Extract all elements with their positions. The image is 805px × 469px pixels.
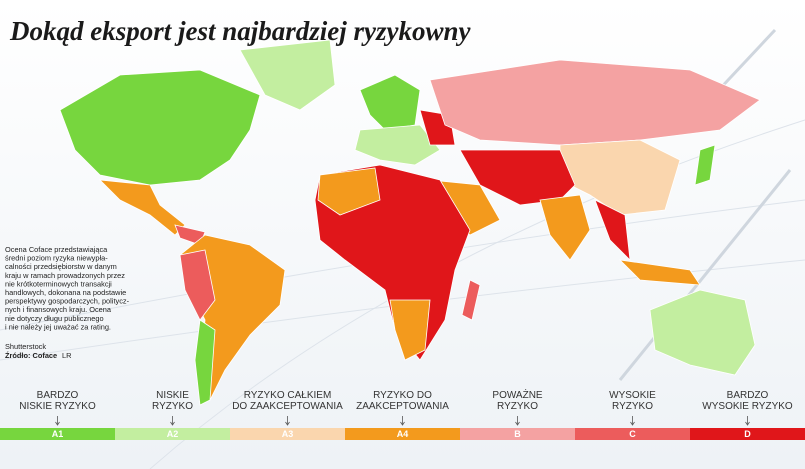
north-america: [59, 69, 261, 186]
description-line: nie dotyczy długu publicznego: [5, 314, 104, 323]
legend-arrow-head: [170, 421, 175, 426]
description-line: calności przedsiębiorstw w danym: [5, 262, 117, 271]
legend-code: A3: [282, 429, 294, 439]
source: Źródło: Coface: [5, 351, 57, 360]
legend-label: RYZYKO: [612, 401, 653, 412]
legend-swatch: [230, 428, 345, 440]
photo-credit: Shutterstock: [5, 342, 46, 351]
legend-arrow-head: [630, 421, 635, 426]
africa: [314, 164, 471, 361]
description-line: nych i finansowych kraju. Ocena: [5, 305, 112, 314]
description-line: Ocena Coface przedstawiająca: [5, 245, 108, 254]
title: Dokąd eksport jest najbardziej ryzykowny: [9, 16, 472, 46]
scandinavia: [359, 74, 421, 131]
description-line: handlowych, dokonana na podstawie: [5, 288, 126, 297]
world-map: [59, 39, 761, 406]
legend-label: DO ZAAKCEPTOWANIA: [232, 401, 343, 412]
legend-swatch: [575, 428, 690, 440]
legend-code: A4: [397, 429, 409, 439]
legend-code: C: [629, 429, 636, 439]
description-line: nie krótkoterminowych transakcji: [5, 279, 112, 288]
madagascar: [461, 279, 481, 321]
legend-label: BARDZO: [727, 390, 769, 401]
south-africa: [389, 299, 431, 361]
legend-code: D: [744, 429, 751, 439]
legend-arrow-head: [515, 421, 520, 426]
legend-swatch: [690, 428, 805, 440]
legend-swatch: [115, 428, 230, 440]
legend-label: NISKIE RYZYKO: [19, 401, 96, 412]
legend-label: NISKIE: [156, 390, 189, 401]
legend-label: BARDZO: [37, 390, 79, 401]
legend-swatch: [460, 428, 575, 440]
legend-arrow-head: [400, 421, 405, 426]
legend-label: ZAAKCEPTOWANIA: [356, 401, 449, 412]
india: [539, 194, 591, 261]
japan: [694, 144, 716, 186]
description-line: i nie należy jej uważać za rating.: [5, 322, 111, 331]
andes: [179, 249, 216, 321]
description-line: perspektywy gospodarczych, politycz-: [5, 297, 130, 306]
legend-arrow-head: [285, 421, 290, 426]
description-line: średni poziom ryzyka niewypła-: [5, 254, 108, 263]
author: LR: [62, 351, 71, 360]
russia: [429, 59, 761, 146]
australia: [649, 289, 756, 376]
legend-code: A2: [167, 429, 179, 439]
chile: [194, 319, 216, 406]
legend-label: RYZYKO: [152, 401, 193, 412]
indonesia: [618, 259, 701, 286]
legend-arrow-head: [55, 421, 60, 426]
legend-label: RYZYKO CAŁKIEM: [244, 390, 332, 401]
description-line: kraju w ramach prowadzonych przez: [5, 271, 125, 280]
legend-label: WYSOKIE RYZYKO: [702, 401, 793, 412]
legend-code: B: [514, 429, 521, 439]
legend-label: RYZYKO: [497, 401, 538, 412]
legend-code: A1: [52, 429, 64, 439]
legend-label: RYZYKO DO: [373, 390, 432, 401]
legend-swatch: [0, 428, 115, 440]
legend-label: WYSOKIE: [609, 390, 656, 401]
north-africa: [317, 167, 381, 216]
southeast-asia: [594, 199, 631, 262]
greenland: [239, 39, 336, 111]
europe: [354, 124, 441, 166]
legend-arrow-head: [745, 421, 750, 426]
legend-swatch: [345, 428, 460, 440]
legend-label: POWAŻNE: [492, 388, 543, 401]
